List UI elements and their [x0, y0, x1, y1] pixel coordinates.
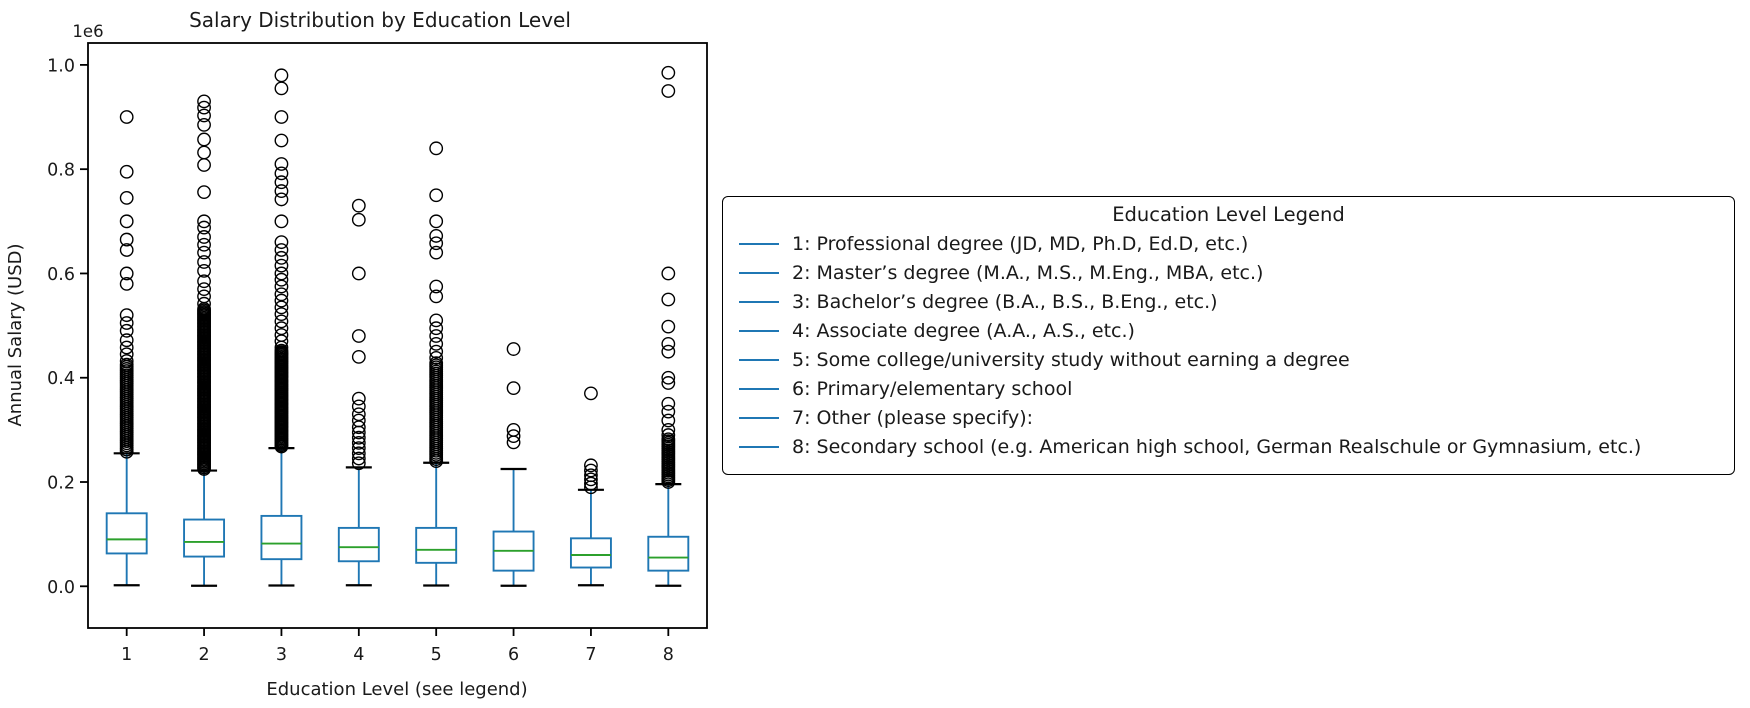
box-group-2: [183, 94, 226, 587]
y-axis-ticks: 0.0 0.2 0.4 0.6 0.8 1.0: [47, 56, 88, 598]
x-tick-label: 2: [198, 645, 209, 665]
box-group-7: [569, 386, 612, 587]
y-tick-label: 0.4: [47, 369, 75, 389]
iqr-box: [105, 512, 148, 555]
y-tick-label: 1.0: [47, 56, 75, 76]
fliers: [429, 141, 444, 469]
legend-item: 4: Associate degree (A.A., A.S., etc.): [723, 316, 1734, 345]
legend-item: 1: Professional degree (JD, MD, Ph.D, Ed…: [723, 229, 1734, 258]
x-tick-label: 1: [121, 645, 132, 665]
x-tick-label: 8: [663, 645, 674, 665]
legend-item: 6: Primary/elementary school: [723, 374, 1734, 403]
legend-line-icon: [739, 358, 779, 361]
legend-item-label: 5: Some college/university study without…: [792, 348, 1350, 371]
legend-item-label: 7: Other (please specify):: [792, 406, 1034, 429]
box-group-1: [105, 110, 148, 587]
legend-line-icon: [739, 416, 779, 419]
box-group-8: [647, 65, 690, 587]
iqr-box: [569, 537, 612, 569]
legend-item: 8: Secondary school (e.g. American high …: [723, 432, 1734, 461]
y-axis-label: Annual Salary (USD): [5, 243, 26, 426]
chart-title: Salary Distribution by Education Level: [189, 8, 571, 32]
x-axis-label: Education Level (see legend): [266, 679, 527, 700]
legend-item-label: 6: Primary/elementary school: [792, 377, 1073, 400]
legend-item-label: 3: Bachelor’s degree (B.A., B.S., B.Eng.…: [792, 290, 1218, 313]
x-axis-ticks: 1 2 3 4 5 6 7 8: [121, 628, 674, 665]
fliers: [119, 110, 134, 459]
legend-item: 3: Bachelor’s degree (B.A., B.S., B.Eng.…: [723, 287, 1734, 316]
box-group-6: [492, 342, 535, 587]
x-tick-label: 6: [508, 645, 519, 665]
fliers: [351, 198, 366, 471]
legend-line-icon: [739, 242, 779, 245]
x-tick-label: 5: [431, 645, 442, 665]
y-tick-label: 0.2: [47, 474, 75, 494]
axis-offset-text: 1e6: [72, 22, 103, 41]
legend-item-label: 1: Professional degree (JD, MD, Ph.D, Ed…: [792, 232, 1249, 255]
legend-line-icon: [739, 445, 779, 448]
fliers: [506, 342, 521, 450]
legend-rows: 1: Professional degree (JD, MD, Ph.D, Ed…: [723, 229, 1734, 461]
box-group-3: [260, 68, 303, 587]
legend-line-icon: [739, 329, 779, 332]
legend-item-label: 8: Secondary school (e.g. American high …: [792, 435, 1642, 458]
iqr-box: [260, 514, 303, 561]
fliers: [661, 65, 676, 489]
fliers: [197, 94, 211, 476]
box-group-5: [415, 141, 458, 587]
box-group-4: [337, 198, 380, 587]
legend-item: 5: Some college/university study without…: [723, 345, 1734, 374]
legend-line-icon: [739, 300, 779, 303]
y-tick-label: 0.8: [47, 161, 75, 181]
x-tick-label: 4: [353, 645, 364, 665]
fliers: [584, 386, 598, 495]
x-tick-label: 3: [276, 645, 287, 665]
legend-line-icon: [739, 387, 779, 390]
x-tick-label: 7: [585, 645, 596, 665]
fliers: [274, 68, 289, 454]
legend: Education Level Legend 1: Professional d…: [722, 196, 1735, 475]
legend-item: 2: Master’s degree (M.A., M.S., M.Eng., …: [723, 258, 1734, 287]
iqr-box: [415, 526, 458, 564]
plot-frame: [87, 42, 708, 629]
iqr-box: [647, 535, 690, 572]
legend-item: 7: Other (please specify):: [723, 403, 1734, 432]
legend-title: Education Level Legend: [1112, 203, 1345, 226]
plot-area: 0.0 0.2 0.4 0.6 0.8 1.0 1 2 3 4 5 6 7 8: [47, 42, 708, 665]
y-tick-label: 0.6: [47, 265, 75, 285]
legend-item-label: 4: Associate degree (A.A., A.S., etc.): [792, 319, 1135, 342]
y-tick-label: 0.0: [47, 578, 75, 598]
iqr-box: [337, 526, 380, 563]
legend-item-label: 2: Master’s degree (M.A., M.S., M.Eng., …: [792, 261, 1264, 284]
legend-line-icon: [739, 271, 779, 274]
iqr-box: [183, 518, 226, 558]
